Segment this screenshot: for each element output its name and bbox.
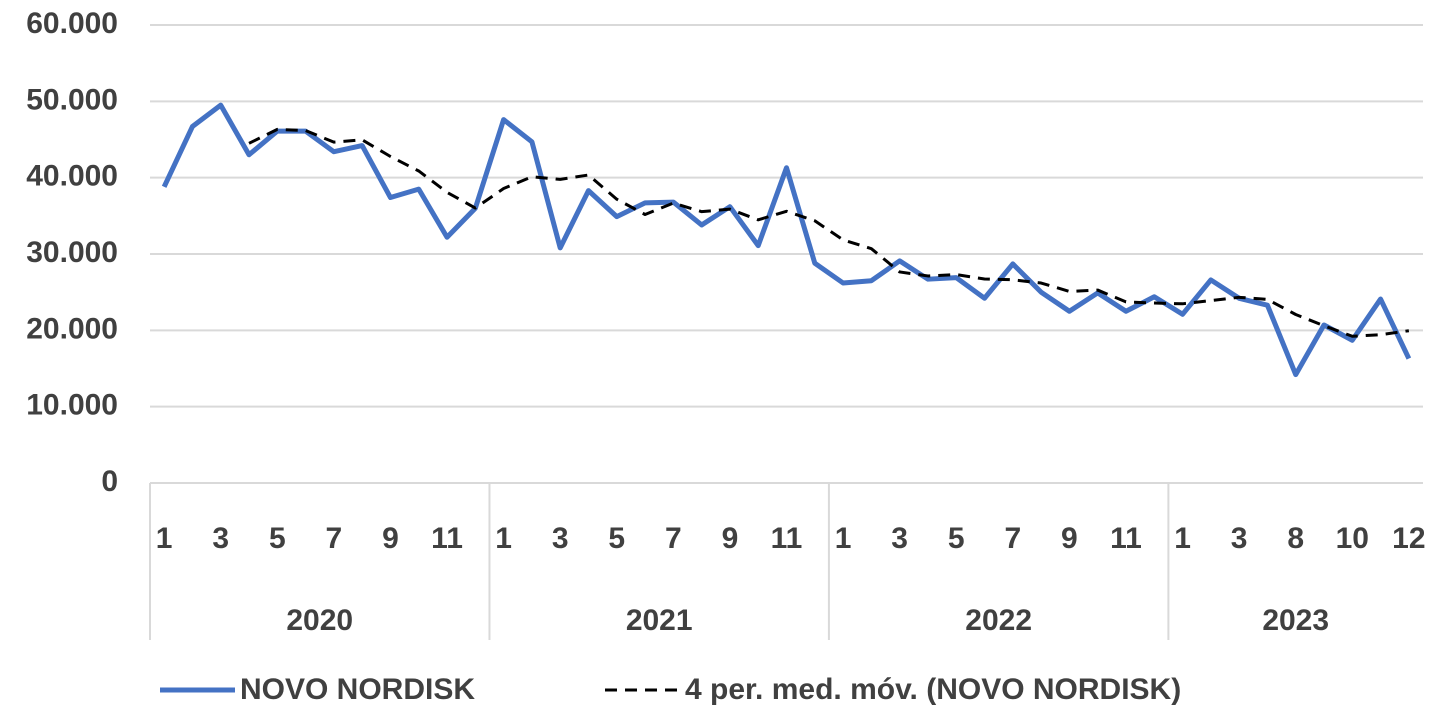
x-tick-label: 7 [326,522,343,555]
x-tick-label: 11 [1110,522,1142,555]
legend-label: 4 per. med. móv. (NOVO NORDISK) [685,673,1181,706]
y-tick-label: 10.000 [26,389,118,422]
legend-label: NOVO NORDISK [240,673,475,706]
x-tick-label: 9 [722,522,739,555]
x-tick-label: 5 [608,522,625,555]
y-tick-label: 50.000 [26,83,118,116]
y-tick-label: 30.000 [26,236,118,269]
x-tick-label: 12 [1392,522,1425,555]
y-tick-label: 40.000 [26,160,118,193]
group-label: 2021 [626,604,693,637]
group-label: 2022 [965,604,1032,637]
y-tick-label: 0 [101,465,118,498]
group-label: 2023 [1262,604,1329,637]
y-tick-label: 20.000 [26,312,118,345]
x-tick-label: 1 [1174,522,1191,555]
x-tick-label: 1 [835,522,852,555]
x-tick-label: 5 [948,522,965,555]
x-tick-label: 3 [1231,522,1248,555]
x-tick-label: 11 [771,522,803,555]
x-tick-label: 8 [1287,522,1304,555]
x-tick-label: 9 [382,522,399,555]
data-line [248,127,1410,338]
x-tick-label: 3 [552,522,569,555]
data-line [161,102,1412,378]
x-tick-label: 3 [891,522,908,555]
group-label: 2020 [286,604,353,637]
y-tick-label: 60.000 [26,7,118,40]
x-tick-label: 9 [1061,522,1078,555]
x-tick-label: 11 [431,522,463,555]
x-tick-label: 1 [495,522,512,555]
x-tick-label: 10 [1336,522,1369,555]
x-tick-label: 5 [269,522,286,555]
x-tick-label: 1 [156,522,173,555]
x-tick-label: 3 [212,522,229,555]
x-tick-label: 7 [1004,522,1021,555]
x-tick-label: 7 [665,522,682,555]
